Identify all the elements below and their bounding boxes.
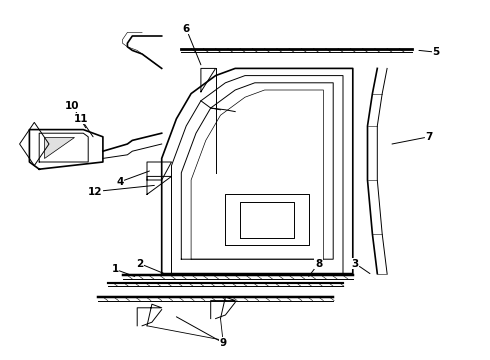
Text: 11: 11	[74, 114, 93, 137]
Text: 1: 1	[112, 264, 135, 276]
Text: 3: 3	[352, 258, 370, 274]
Text: 5: 5	[419, 47, 440, 57]
Text: 7: 7	[392, 132, 433, 144]
Text: 12: 12	[88, 185, 154, 197]
Text: 6: 6	[183, 24, 201, 65]
Text: 8: 8	[309, 258, 322, 276]
Text: 9: 9	[176, 317, 226, 348]
Text: 4: 4	[116, 171, 149, 187]
Polygon shape	[44, 137, 74, 158]
Text: 10: 10	[65, 101, 86, 128]
Text: 2: 2	[136, 258, 164, 274]
